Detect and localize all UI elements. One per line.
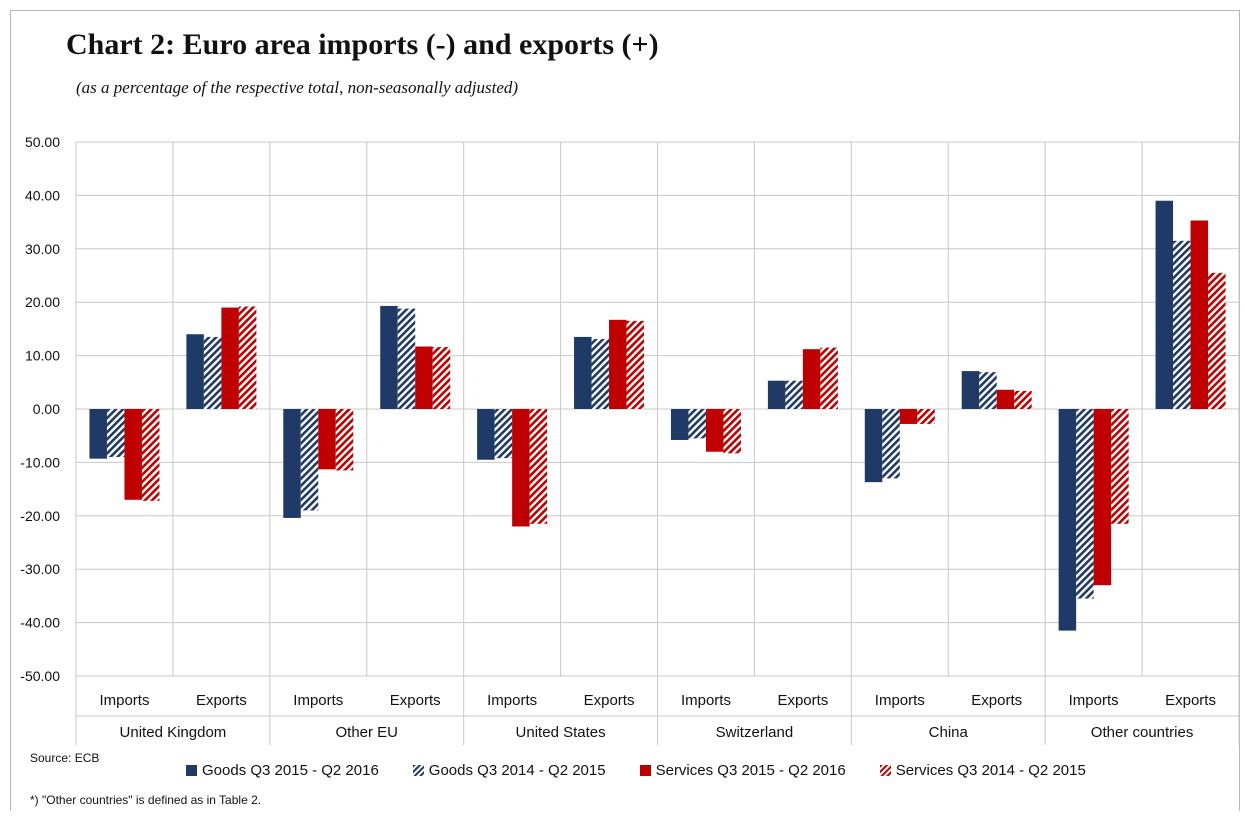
subcategory-label: Imports	[875, 692, 925, 709]
bar	[1111, 409, 1129, 524]
legend-item: Goods Q3 2014 - Q2 2015	[412, 761, 606, 779]
bar	[494, 409, 513, 459]
y-tick-label: -10.00	[20, 454, 60, 470]
subcategory-label: Exports	[390, 692, 441, 709]
bar	[785, 380, 803, 409]
bar	[917, 409, 935, 424]
bar	[1155, 200, 1174, 409]
footnote: *) "Other countries" is defined as in Ta…	[30, 793, 262, 807]
legend-swatch	[879, 764, 891, 776]
bar	[688, 409, 706, 439]
bar	[238, 306, 257, 409]
y-tick-label: 40.00	[25, 187, 60, 203]
legend-swatch	[412, 764, 424, 776]
subcategory-label: Imports	[1069, 692, 1119, 709]
subcategory-label: Imports	[293, 692, 343, 709]
bar	[512, 409, 530, 527]
subcategory-label: Imports	[681, 692, 731, 709]
bar	[1014, 390, 1032, 409]
y-tick-label: 30.00	[25, 241, 60, 257]
group-label: United Kingdom	[120, 724, 227, 741]
bars	[89, 200, 1226, 631]
group-label: Other countries	[1091, 724, 1194, 741]
bar	[397, 308, 416, 409]
bar	[186, 334, 204, 409]
grid-lines	[75, 141, 1240, 745]
legend-label: Goods Q3 2015 - Q2 2016	[202, 761, 379, 779]
bar	[882, 409, 900, 479]
group-label: United States	[516, 724, 606, 741]
legend-item: Services Q3 2014 - Q2 2015	[879, 761, 1086, 779]
y-tick-label: -30.00	[20, 561, 60, 577]
bar	[864, 409, 883, 483]
x-axis-categories: Imports Exports Imports Exports Imports Expor…	[99, 692, 1216, 741]
bar	[106, 409, 125, 458]
y-tick-label: -20.00	[20, 508, 60, 524]
legend-swatch	[186, 764, 197, 776]
y-tick-label: 20.00	[25, 294, 60, 310]
subcategory-label: Imports	[99, 692, 149, 709]
subcategory-label: Exports	[1165, 692, 1216, 709]
legend-item: Services Q3 2015 - Q2 2016	[639, 761, 846, 779]
bar	[979, 372, 997, 409]
legend-swatch	[639, 764, 651, 776]
y-tick-label: -50.00	[20, 668, 60, 684]
bar	[1058, 409, 1077, 631]
subcategory-label: Exports	[196, 692, 247, 709]
bar	[124, 409, 142, 500]
bar	[89, 409, 107, 459]
bar	[1076, 409, 1094, 599]
bar	[477, 409, 495, 460]
bar	[899, 409, 918, 424]
bar	[802, 349, 821, 409]
bar	[591, 339, 610, 409]
subcategory-label: Imports	[487, 692, 537, 709]
bar	[318, 409, 336, 470]
legend: Goods Q3 2015 - Q2 2016 Goods Q3 2014 - Q…	[186, 760, 1120, 780]
bar	[1208, 272, 1226, 409]
legend-item: Goods Q3 2015 - Q2 2016	[186, 762, 379, 779]
bar	[609, 319, 627, 409]
bar	[203, 336, 222, 409]
bar	[335, 409, 354, 471]
y-tick-label: 0.00	[33, 401, 60, 417]
bar	[961, 371, 980, 409]
subcategory-label: Exports	[777, 692, 828, 709]
bar	[820, 347, 838, 409]
bar	[300, 409, 319, 511]
group-label: Other EU	[335, 724, 398, 741]
y-tick-label: -40.00	[20, 615, 60, 631]
bar	[1190, 220, 1209, 409]
bar	[529, 409, 548, 524]
legend-label: Goods Q3 2014 - Q2 2015	[428, 761, 606, 779]
legend-label: Services Q3 2014 - Q2 2015	[895, 761, 1086, 779]
bar	[767, 380, 786, 409]
y-tick-label: 50.00	[25, 134, 60, 150]
bar	[723, 409, 741, 454]
chart-title: Chart 2: Euro area imports (-) and expor…	[66, 28, 659, 61]
bar	[574, 336, 592, 409]
subcategory-label: Exports	[971, 692, 1022, 709]
bar	[626, 320, 645, 409]
bar	[996, 389, 1015, 409]
group-label: Switzerland	[716, 724, 794, 741]
bar	[670, 409, 689, 440]
bar	[415, 346, 433, 409]
legend-label: Services Q3 2015 - Q2 2016	[655, 761, 846, 779]
bar	[1173, 240, 1191, 409]
subcategory-label: Exports	[584, 692, 635, 709]
bar	[1093, 409, 1112, 586]
group-label: China	[929, 724, 969, 741]
bar	[705, 409, 724, 452]
bar	[141, 409, 160, 501]
bar	[221, 307, 239, 409]
chart-subtitle: (as a percentage of the respective total…	[76, 78, 519, 97]
bar	[380, 305, 398, 409]
y-axis-ticks: 50.00 40.00 30.00 20.00 10.00 0.00 -10.00 -20.0…	[20, 134, 60, 684]
bar	[432, 347, 451, 409]
source-note: Source: ECB	[30, 751, 100, 765]
bar	[283, 409, 301, 518]
y-tick-label: 10.00	[25, 348, 60, 364]
